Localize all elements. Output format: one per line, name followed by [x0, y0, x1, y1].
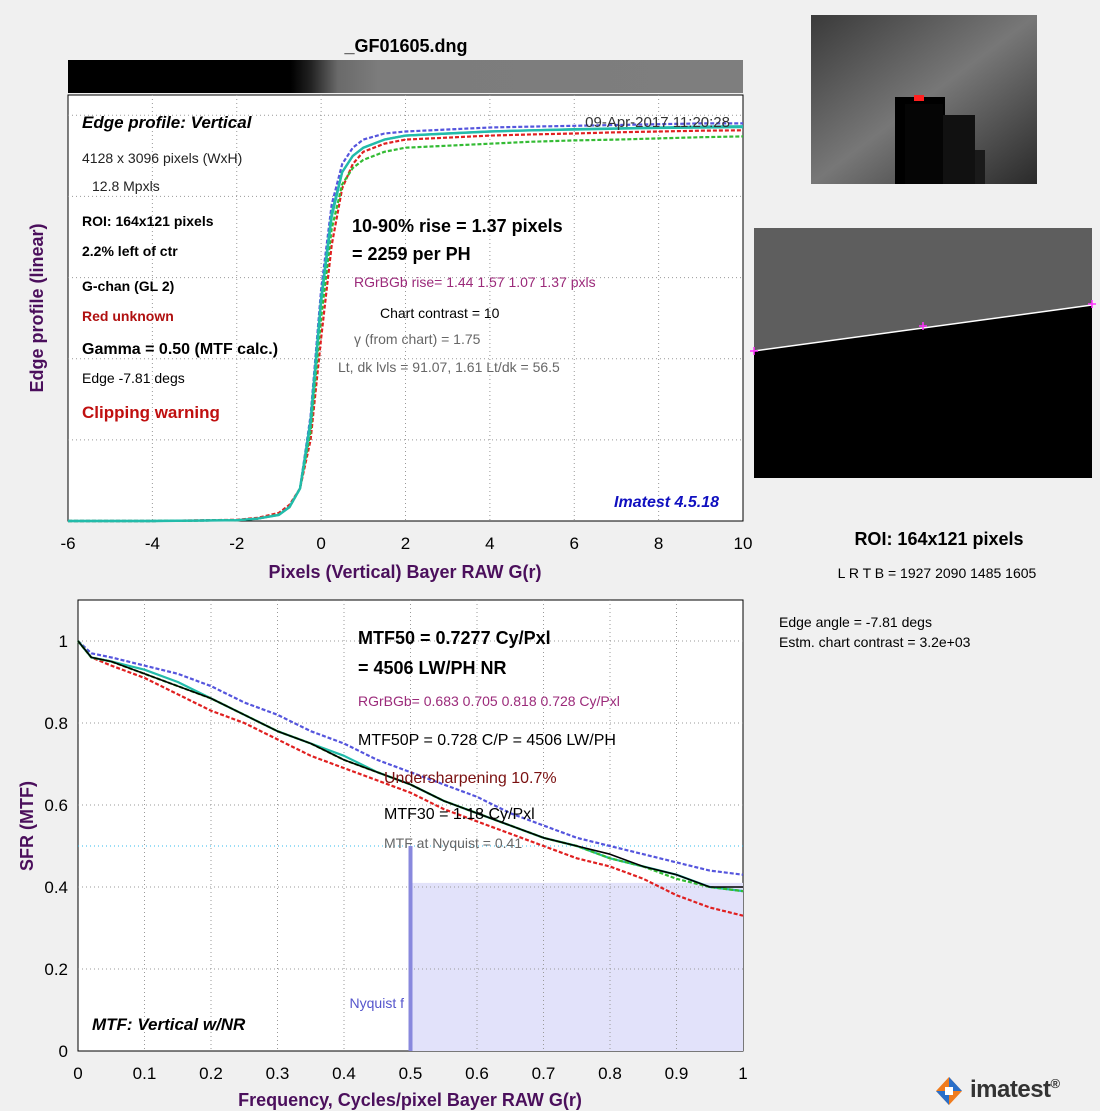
roi-position-text: 2.2% left of ctr [82, 243, 178, 259]
edge-x-tick-label: -2 [229, 534, 244, 553]
mtf-y-ticks: 0 0.2 0.4 0.6 0.8 1 [44, 632, 68, 1061]
nyquist-region [410, 882, 743, 1051]
roi-text: ROI: 164x121 pixels [82, 213, 214, 229]
rise-per-ph-text: = 2259 per PH [352, 244, 471, 264]
mtf-x-tick-label: 0.8 [598, 1064, 622, 1083]
version-text: Imatest 4.5.18 [614, 494, 719, 511]
scene-thumbnail [811, 15, 1037, 184]
edge-x-tick-label: 2 [401, 534, 410, 553]
megapixels-text: 12.8 Mpxls [92, 178, 160, 194]
rise-text: 10-90% rise = 1.37 pixels [352, 216, 563, 236]
chart-contrast-text: Chart contrast = 10 [380, 305, 500, 321]
mtf-x-tick-label: 0.2 [199, 1064, 223, 1083]
mtf-x-tick-label: 0.3 [266, 1064, 290, 1083]
image-size-text: 4128 x 3096 pixels (WxH) [82, 150, 242, 166]
roi-title: ROI: 164x121 pixels [854, 529, 1023, 549]
mtf-series-b-line [77, 640, 744, 876]
roi-crop-image [750, 228, 1096, 478]
edge-x-tick-label: 6 [570, 534, 579, 553]
edge-angle-text: Edge -7.81 degs [82, 370, 185, 386]
mtf-nyquist-text: MTF at Nyquist = 0.41 [384, 835, 522, 851]
nyquist-label: Nyquist f [350, 995, 405, 1011]
edge-series-group [68, 122, 744, 523]
mtf-x-axis-label: Frequency, Cycles/pixel Bayer RAW G(r) [238, 1090, 582, 1110]
mtf-series-group [77, 640, 744, 917]
mtf-x-tick-label: 0 [73, 1064, 82, 1083]
imatest-logo-icon [936, 1077, 962, 1105]
imatest-logo-text: imatest® [970, 1076, 1060, 1104]
red-unknown-text: Red unknown [82, 308, 174, 324]
undersharpening-text: Undersharpening 10.7% [384, 770, 557, 787]
estimated-contrast: Estm. chart contrast = 3.2e+03 [779, 634, 971, 650]
mtf-y-tick-label: 0.4 [44, 878, 68, 897]
mtf-corner-label: MTF: Vertical w/NR [92, 1015, 246, 1034]
mtf-series-r-line [77, 640, 744, 917]
edge-x-tick-label: 8 [654, 534, 663, 553]
mtf-x-tick-label: 0.6 [465, 1064, 489, 1083]
levels-text: Lt, dk lvls = 91.07, 1.61 Lt/dk = 56.5 [338, 359, 560, 375]
roi-marker [914, 95, 924, 101]
gamma-chart-text: γ (from chart) = 1.75 [354, 331, 481, 347]
mtf-x-tick-label: 0.1 [133, 1064, 157, 1083]
edge-chart-heading: Edge profile: Vertical [82, 113, 253, 132]
gamma-text: Gamma = 0.50 (MTF calc.) [82, 341, 278, 358]
mtf50p-text: MTF50P = 0.728 C/P = 4506 LW/PH [358, 732, 616, 749]
edge-x-tick-label: 10 [734, 534, 753, 553]
edge-x-tick-label: 4 [485, 534, 494, 553]
edge-gradient-strip [68, 60, 743, 93]
rgb-mtf50-text: RGrBGb= 0.683 0.705 0.818 0.728 Cy/Pxl [358, 693, 620, 709]
mtf-y-tick-label: 0.6 [44, 796, 68, 815]
edge-timestamp: 09-Apr-2017 11:20:28 [585, 114, 730, 131]
clipping-warning-text: Clipping warning [82, 403, 220, 422]
mtf-y-tick-label: 0 [59, 1042, 68, 1061]
mtf30-text: MTF30 = 1.18 Cy/Pxl [384, 806, 535, 823]
edge-angle-summary: Edge angle = -7.81 degs [779, 614, 932, 630]
channel-text: G-chan (GL 2) [82, 278, 174, 294]
edge-series-r-line [68, 129, 744, 523]
rgb-rise-text: RGrBGb rise= 1.44 1.57 1.07 1.37 pxls [354, 274, 596, 290]
mtf-x-tick-label: 0.7 [532, 1064, 556, 1083]
edge-series-g-line [68, 125, 744, 523]
mtf-x-tick-label: 0.5 [399, 1064, 423, 1083]
edge-x-ticks: -6 -4 -2 0 2 4 6 8 10 [60, 534, 752, 553]
edge-x-tick-label: 0 [316, 534, 325, 553]
mtf50-lwph-text: = 4506 LW/PH NR [358, 658, 507, 678]
mtf-series-gb-line [77, 640, 744, 893]
mtf-y-tick-label: 0.8 [44, 714, 68, 733]
mtf-series-g-line [77, 640, 743, 888]
imatest-logo: imatest® [932, 1072, 1072, 1108]
logo-wordmark: imatest [970, 1076, 1051, 1103]
mtf-x-tick-label: 1 [738, 1064, 747, 1083]
mtf-x-tick-label: 0.4 [332, 1064, 356, 1083]
edge-x-axis-label: Pixels (Vertical) Bayer RAW G(r) [268, 562, 541, 582]
mtf-x-tick-label: 0.9 [665, 1064, 689, 1083]
mtf-y-tick-label: 0.2 [44, 960, 68, 979]
mtf-y-tick-label: 1 [59, 632, 68, 651]
mtf-x-ticks: 0 0.1 0.2 0.3 0.4 0.5 0.6 0.7 0.8 0.9 1 [73, 1064, 747, 1083]
edge-y-axis-label: Edge profile (linear) [27, 223, 47, 392]
edge-x-tick-label: -6 [60, 534, 75, 553]
edge-x-tick-label: -4 [145, 534, 160, 553]
logo-registered-mark: ® [1050, 1076, 1061, 1091]
mtf-y-axis-label: SFR (MTF) [17, 781, 37, 871]
mtf50-text: MTF50 = 0.7277 Cy/Pxl [358, 628, 551, 648]
file-title: _GF01605.dng [343, 36, 467, 56]
roi-coordinates: L R T B = 1927 2090 1485 1605 [838, 565, 1037, 581]
